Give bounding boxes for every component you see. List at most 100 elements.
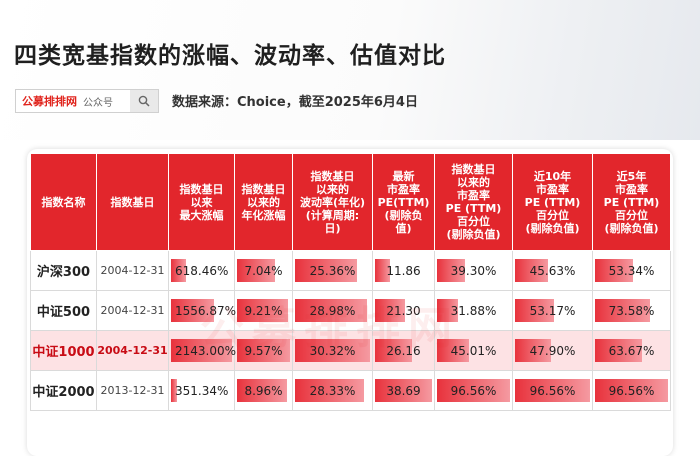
data-bar: [171, 259, 186, 282]
cell-value: 45.01%: [450, 343, 497, 358]
data-bar-cell: 618.46%: [168, 250, 235, 291]
column-header-line: 指数基日: [241, 182, 286, 196]
data-bar-cell: 25.36%: [292, 250, 373, 291]
index-name-cell: 中证500: [30, 290, 97, 331]
column-header-line: 以来的: [457, 176, 490, 189]
cell-value: 1556.87%: [175, 303, 237, 318]
cell-value: 351.34%: [175, 383, 229, 398]
cell-value: 53.34%: [608, 263, 655, 278]
column-header: 近10年 市盈率 PE (TTM) 百分位 (剔除负值): [512, 153, 593, 251]
table-row: 中证2000 2013-12-31 351.34% 8.96% 28.33% 38.69 9…: [30, 370, 671, 411]
column-header-line: 指数基日: [310, 169, 355, 183]
data-bar-cell: 63.67%: [592, 330, 671, 371]
table-row: 沪深300 2004-12-31 618.46% 7.04% 25.36% 11.86 39…: [30, 250, 671, 291]
column-header-line: PE (TTM): [603, 195, 660, 209]
brand-suffix: 公众号: [83, 97, 113, 109]
data-bar-cell: 26.16: [372, 330, 435, 371]
cell-value: 63.67%: [608, 343, 655, 358]
data-bar: [375, 299, 405, 322]
data-bar: [237, 339, 290, 362]
column-header: 指数基日: [96, 153, 169, 251]
cell-value: 9.57%: [244, 343, 283, 358]
data-bar-cell: 96.56%: [512, 370, 593, 411]
data-bar-cell: 53.34%: [592, 250, 671, 291]
base-date-cell: 2004-12-31: [96, 290, 169, 331]
data-bar-cell: 96.56%: [434, 370, 513, 411]
data-bar: [437, 299, 459, 322]
data-bar: [375, 339, 413, 362]
cell-value: 618.46%: [175, 263, 229, 278]
cell-value: 11.86: [386, 263, 421, 278]
column-header-line: 波动率(年化): [299, 195, 366, 209]
cell-value: 9.21%: [244, 303, 283, 318]
column-header-line: (剔除负值): [604, 221, 659, 235]
data-bar-cell: 53.17%: [512, 290, 593, 331]
cell-value: 96.56%: [450, 383, 497, 398]
table-body: 沪深300 2004-12-31 618.46% 7.04% 25.36% 11.86 39…: [30, 250, 671, 411]
cell-value: 39.30%: [450, 263, 497, 278]
column-header-line: PE (TTM): [524, 195, 581, 209]
column-header-line: 近10年: [533, 169, 572, 183]
data-bar-cell: 9.21%: [234, 290, 293, 331]
column-header-line: 近5年: [616, 169, 647, 183]
data-bar: [295, 299, 367, 322]
column-header: 指数基日 以来 最大涨幅: [168, 153, 235, 251]
column-header-line: (剔除负值): [446, 228, 501, 241]
column-header-line: (剔除负: [384, 208, 423, 222]
data-bar: [595, 299, 650, 322]
table-row: 中证1000 2004-12-31 2143.00% 9.57% 30.32% 26.16…: [30, 330, 671, 371]
column-header-line: 市盈率: [457, 189, 490, 202]
data-bar-cell: 47.90%: [512, 330, 593, 371]
column-header-line: 市盈率: [387, 182, 420, 196]
column-header-line: 指数基日: [110, 195, 155, 209]
cell-value: 30.32%: [309, 343, 356, 358]
cell-value: 47.90%: [529, 343, 576, 358]
column-header-line: 值): [395, 221, 412, 235]
data-bar: [237, 379, 287, 402]
base-date-cell: 2013-12-31: [96, 370, 169, 411]
column-header-line: PE (TTM): [445, 202, 502, 215]
index-name-cell: 沪深300: [30, 250, 97, 291]
data-bar: [515, 299, 555, 322]
watermark: 公募排排网: [200, 303, 460, 354]
data-bar-cell: 39.30%: [434, 250, 513, 291]
column-header-line: 市盈率: [615, 182, 648, 196]
column-header: 指数基日 以来的 年化涨幅: [234, 153, 293, 251]
data-bar-cell: 351.34%: [168, 370, 235, 411]
search-icon[interactable]: [130, 90, 158, 112]
data-bar: [595, 379, 668, 402]
data-bar: [375, 259, 390, 282]
data-bar-cell: 8.96%: [234, 370, 293, 411]
brand-search-box[interactable]: 公募排排网 公众号: [15, 89, 159, 113]
cell-value: 25.36%: [309, 263, 356, 278]
column-header: 指数基日 以来的 波动率(年化) (计算周期: 日): [292, 153, 373, 251]
cell-value: 96.56%: [608, 383, 655, 398]
column-header-line: 指数基日: [451, 163, 496, 176]
data-bar-cell: 73.58%: [592, 290, 671, 331]
data-bar-cell: 28.33%: [292, 370, 373, 411]
column-header: 最新 市盈率 PE(TTM) (剔除负 值): [372, 153, 435, 251]
base-date-cell: 2004-12-31: [96, 250, 169, 291]
brand-name: 公募排排网: [22, 95, 77, 108]
table-header-row: 指数名称 指数基日 指数基日 以来 最大涨幅 指数基日 以来的 年化涨幅 指数基日 以来的 波动率(…: [30, 153, 671, 251]
data-bar: [515, 339, 551, 362]
column-header-line: 日): [324, 221, 341, 235]
data-bar-cell: 7.04%: [234, 250, 293, 291]
column-header: 近5年 市盈率 PE (TTM) 百分位 (剔除负值): [592, 153, 671, 251]
cell-value: 28.33%: [309, 383, 356, 398]
data-bar: [375, 379, 432, 402]
data-bar: [171, 299, 215, 322]
column-header-line: 百分位: [457, 215, 490, 228]
data-source-note: 数据来源：Choice，截至2025年6月4日: [172, 95, 418, 110]
data-bar-cell: 45.63%: [512, 250, 593, 291]
base-date-cell: 2004-12-31: [96, 330, 169, 371]
data-bar-cell: 38.69: [372, 370, 435, 411]
data-bar-cell: 96.56%: [592, 370, 671, 411]
index-name-cell: 中证1000: [30, 330, 97, 371]
cell-value: 7.04%: [244, 263, 283, 278]
column-header-line: 百分位: [615, 208, 648, 222]
data-bar: [595, 339, 642, 362]
cell-value: 21.30: [386, 303, 421, 318]
data-bar: [437, 259, 465, 282]
data-bar: [437, 379, 510, 402]
